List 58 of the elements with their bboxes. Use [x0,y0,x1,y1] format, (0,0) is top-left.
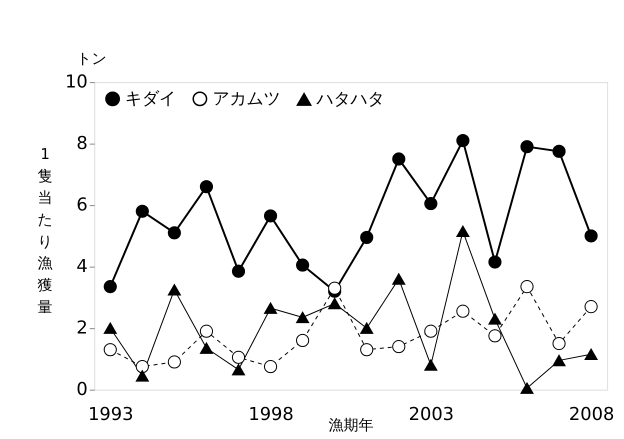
point [104,343,117,356]
point [328,282,342,295]
point [456,304,470,318]
point [488,329,502,342]
point [360,322,374,334]
point [136,204,149,218]
point [296,312,310,324]
point [392,273,406,285]
point [168,226,181,240]
point [552,354,566,366]
point [584,348,598,360]
point [456,134,470,148]
point [488,313,502,325]
point [232,364,246,376]
y-tick-label: 6 [76,194,88,216]
point [424,197,438,210]
point [584,229,598,242]
point [520,382,534,394]
x-tick-label: 2008 [568,404,614,425]
y-tick-label: 0 [76,379,88,400]
point [296,334,310,348]
legend-label: ハタハタ [315,88,384,108]
y-tick-label: 2 [76,318,88,339]
point [264,360,278,374]
x-tick-label: 1993 [88,404,134,425]
y-tick-label: 8 [76,133,88,154]
point [104,322,117,334]
y-axis-title: 1隻当たり漁獲量 [38,145,53,316]
point [200,180,214,194]
point [328,298,342,310]
point [296,258,310,272]
point [104,280,117,294]
x-axis-title: 漁期年 [328,416,374,434]
point [392,152,406,166]
y-tick-label: 10 [65,72,88,93]
point [232,264,246,278]
x-tick-label: 2003 [408,404,454,425]
point [264,209,278,222]
x-tick-label: 1998 [248,404,294,425]
point [488,255,502,269]
y-tick-label: 4 [76,256,88,278]
point [136,360,149,374]
point [264,302,278,314]
point [136,370,149,382]
legend-label: キダイ [125,88,176,108]
point [456,226,470,238]
point [168,355,181,369]
point [520,140,534,154]
point [360,230,374,244]
point [552,144,566,158]
point [168,284,181,296]
point [392,340,406,354]
point [424,359,438,371]
point [360,343,374,356]
point [424,324,438,338]
point [200,342,214,354]
legend-label: アカムツ [212,88,280,108]
text: トン [76,49,106,68]
